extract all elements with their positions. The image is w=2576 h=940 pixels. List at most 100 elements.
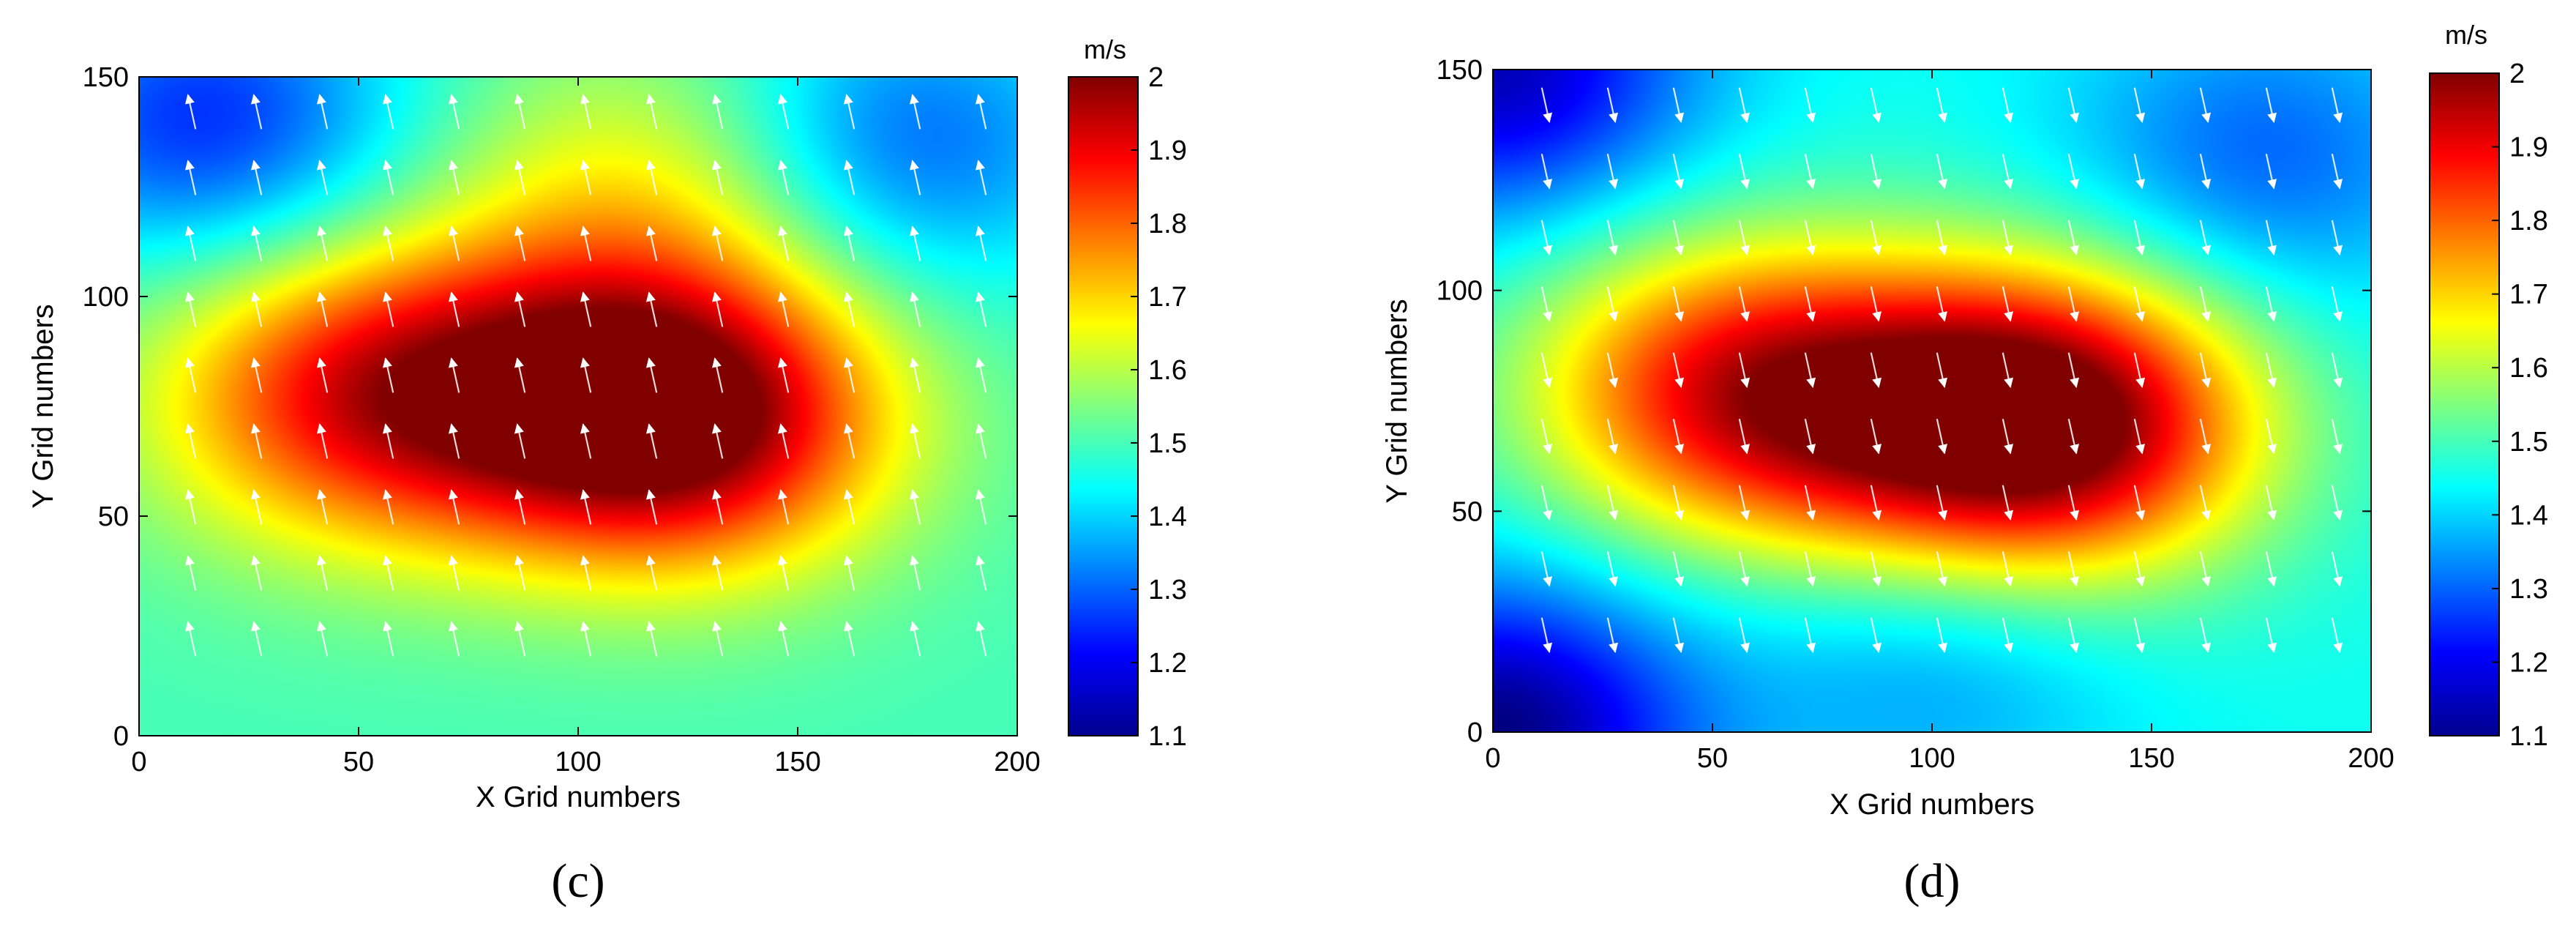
vector-arrow [1738, 419, 1751, 455]
y-tick-label: 100 [83, 282, 129, 313]
vector-arrow [777, 423, 790, 459]
vector-arrow [1540, 154, 1553, 190]
colorbar-ticks-d: 1.1 1.2 1.3 1.4 1.5 1.6 1.7 1.8 1.9 2 [2492, 59, 2548, 752]
vector-arrow [382, 291, 394, 327]
vector-arrow [1870, 286, 1882, 322]
vector-arrow [514, 357, 526, 393]
vector-arrow [909, 291, 921, 327]
colorbar-tick-label: 1.1 [1148, 721, 1187, 752]
y-tick-label: 150 [1437, 55, 1483, 86]
colorbar-tick-label: 1.3 [1148, 575, 1187, 605]
colorbar-tick-label: 1.4 [1148, 501, 1187, 532]
vector-arrow [514, 489, 526, 525]
vector-arrow [1540, 485, 1553, 521]
vector-arrow [1738, 87, 1751, 123]
vector-arrow [448, 357, 460, 393]
vector-arrow [1738, 352, 1751, 388]
vector-arrow [2331, 154, 2343, 190]
colorbar-ticks-c: 1.1 1.2 1.3 1.4 1.5 1.6 1.7 1.8 1.9 2 [1131, 62, 1187, 752]
vector-arrow [1606, 286, 1619, 322]
vector-arrow [1672, 154, 1685, 190]
colorbar-tick-label: 1.3 [2509, 574, 2548, 605]
vector-arrow [777, 489, 790, 525]
vector-arrow [382, 357, 394, 393]
vector-arrow [1936, 617, 1948, 653]
vector-arrow [2002, 485, 2014, 521]
vector-arrow [1540, 87, 1553, 123]
heatmap-field-d [1493, 70, 2371, 732]
vector-arrow [448, 225, 460, 261]
vector-field-d [1540, 87, 2343, 653]
vector-arrow [250, 225, 263, 261]
vector-arrow [711, 291, 724, 327]
vector-arrow [1804, 419, 1816, 455]
vector-arrow [2331, 551, 2343, 587]
vector-arrow [2002, 220, 2014, 255]
vector-arrow [1738, 220, 1751, 255]
vector-arrow [1936, 485, 1948, 521]
vector-arrow [1672, 352, 1685, 388]
vector-arrow [2133, 154, 2146, 190]
x-tick-label: 0 [1485, 743, 1500, 774]
vector-arrow [580, 423, 592, 459]
vector-arrow [975, 225, 987, 261]
vector-arrow [909, 621, 921, 657]
vector-arrow [184, 555, 197, 591]
vector-arrow [1936, 154, 1948, 190]
y-axis-label-d: Y Grid numbers [1381, 299, 1413, 503]
vector-arrow [1804, 352, 1816, 388]
vector-arrow [909, 94, 921, 130]
y-tick-label: 150 [83, 62, 129, 93]
vector-arrow [2265, 352, 2277, 388]
vector-arrow [1738, 551, 1751, 587]
vector-arrow [1672, 551, 1685, 587]
vector-arrow [316, 555, 329, 591]
vector-arrow [184, 225, 197, 261]
vector-arrow [316, 423, 329, 459]
vector-arrow [580, 357, 592, 393]
vector-arrow [909, 489, 921, 525]
vector-arrow [514, 423, 526, 459]
x-tick-label: 200 [994, 747, 1040, 777]
vector-arrow [2265, 87, 2277, 123]
vector-arrow [2067, 220, 2080, 255]
vector-arrow [1606, 87, 1619, 123]
vector-arrow [184, 94, 197, 130]
vector-arrow [2133, 352, 2146, 388]
vector-arrow [448, 621, 460, 657]
vector-arrow [1540, 220, 1553, 255]
vector-arrow [975, 291, 987, 327]
vector-arrow [1672, 419, 1685, 455]
colorbar-tick-label: 1.2 [1148, 648, 1187, 679]
vector-arrow [777, 621, 790, 657]
vector-arrow [711, 621, 724, 657]
vector-arrow [184, 160, 197, 195]
x-tick-label: 200 [2348, 743, 2394, 774]
vector-arrow [2265, 617, 2277, 653]
vector-arrow [2265, 220, 2277, 255]
vector-arrow [2067, 419, 2080, 455]
colorbar-c [1068, 76, 1139, 736]
vector-arrow [2067, 551, 2080, 587]
vector-arrow [1804, 286, 1816, 322]
vector-arrow [2133, 617, 2146, 653]
vector-arrow [975, 555, 987, 591]
vector-arrow [2067, 87, 2080, 123]
vector-arrow [250, 291, 263, 327]
vector-arrow [1738, 617, 1751, 653]
vector-arrow [580, 555, 592, 591]
vector-arrow [184, 621, 197, 657]
vector-arrow [2199, 87, 2212, 123]
vector-arrow [514, 555, 526, 591]
vector-arrow [1540, 419, 1553, 455]
x-ticks-d: 0 50 100 150 200 [1485, 70, 2395, 774]
colorbar-tick-label: 1.1 [2509, 721, 2548, 752]
colorbar-tick-label: 1.7 [1148, 282, 1187, 313]
panel-label-c: (c) [551, 854, 604, 908]
vector-arrow [909, 555, 921, 591]
vector-arrow [2199, 419, 2212, 455]
vector-arrow [711, 94, 724, 130]
vector-arrow [2265, 485, 2277, 521]
colorbar-unit-d: m/s [2445, 20, 2487, 50]
